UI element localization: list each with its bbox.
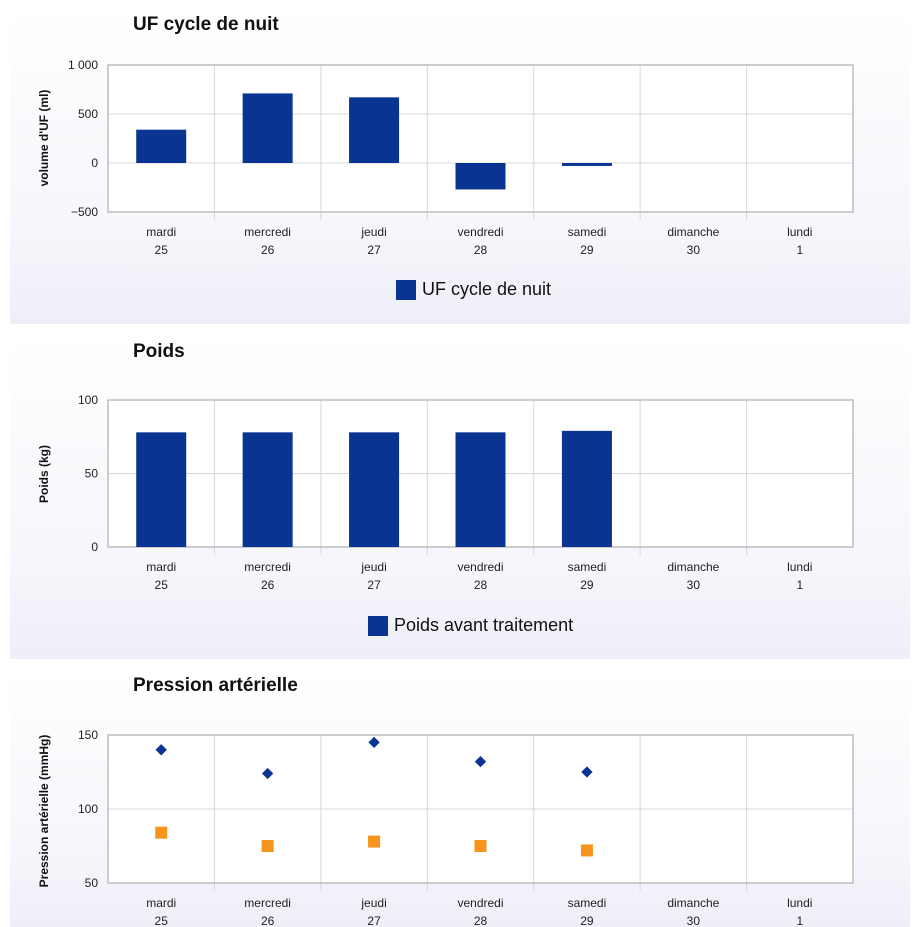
y-tick-label: 0 (91, 540, 98, 554)
y-tick-label: 100 (78, 393, 98, 407)
x-tick-label: 1 (796, 243, 803, 257)
x-tick-label: jeudi (360, 896, 386, 910)
x-tick-label: lundi (787, 896, 812, 910)
pression-chart-title: Pression artérielle (133, 675, 298, 696)
x-tick-label: 25 (155, 243, 169, 257)
y-tick-label: −500 (71, 205, 98, 219)
plot-area (108, 65, 853, 212)
bar (136, 129, 187, 163)
x-tick-label: 28 (474, 578, 488, 592)
x-tick-label: lundi (787, 560, 812, 574)
plot-border (107, 734, 854, 884)
x-tick-label: 26 (261, 578, 275, 592)
x-tick-label: jeudi (360, 560, 386, 574)
x-tick-label: 30 (687, 243, 701, 257)
x-tick-label: samedi (568, 896, 607, 910)
pression-chart: 150 100 50 mardi 25 mercredi 26 jeudi 27 vendredi… (37, 728, 854, 927)
y-tick-label: 100 (78, 802, 98, 816)
uf-chart-title: UF cycle de nuit (133, 14, 279, 35)
x-tick-label: 26 (261, 243, 275, 257)
uf-chart: 1 000 500 0 −500 mardi 25 mercredi 26 jeudi 27 ven… (37, 58, 854, 257)
x-tick-label: vendredi (457, 896, 503, 910)
bar (455, 163, 506, 190)
y-tick-label: 500 (78, 107, 98, 121)
x-tick-label: 26 (261, 914, 275, 927)
y-axis-label: Pression artérielle (mmHg) (37, 735, 51, 888)
x-tick-label: 28 (474, 243, 488, 257)
x-tick-label: 27 (367, 914, 381, 927)
diastolic-point (474, 840, 487, 852)
diastolic-point (368, 835, 381, 848)
bar (455, 432, 506, 547)
x-tick-label: 27 (367, 243, 381, 257)
bar (242, 432, 293, 547)
x-tick-label: mercredi (244, 560, 291, 574)
diastolic-point (261, 840, 274, 852)
poids-legend[interactable]: Poids avant traitement (368, 615, 573, 636)
x-tick-label: dimanche (667, 896, 719, 910)
x-tick-label: lundi (787, 225, 812, 239)
y-axis-label: volume d'UF (ml) (37, 90, 51, 187)
x-tick-label: 30 (687, 578, 701, 592)
x-tick-label: 25 (155, 578, 169, 592)
y-axis-label: Poids (kg) (37, 445, 51, 503)
y-tick-label: 50 (85, 876, 99, 890)
pression-chart-panel: Pression artérielle 150 100 50 mardi 25 mercr… (10, 671, 910, 927)
x-tick-label: 27 (367, 578, 381, 592)
x-tick-label: 1 (796, 914, 803, 927)
bar (349, 97, 400, 163)
diastolic-point (580, 844, 593, 857)
x-tick-label: mercredi (244, 896, 291, 910)
plot-border (107, 64, 854, 213)
y-tick-label: 0 (91, 156, 98, 170)
x-tick-label: 29 (580, 243, 594, 257)
x-tick-label: 25 (155, 914, 169, 927)
uf-legend[interactable]: UF cycle de nuit (396, 279, 551, 300)
y-tick-label: 1 000 (68, 58, 98, 72)
diastolic-point (155, 826, 168, 839)
bar (561, 163, 612, 166)
x-tick-label: mardi (146, 896, 176, 910)
x-tick-label: mardi (146, 560, 176, 574)
x-tick-label: samedi (568, 560, 607, 574)
bar (561, 430, 612, 547)
x-tick-label: vendredi (457, 225, 503, 239)
x-tick-label: mercredi (244, 225, 291, 239)
x-tick-label: mardi (146, 225, 176, 239)
y-tick-label: 150 (78, 728, 98, 742)
bar (136, 432, 187, 547)
poids-legend-swatch (368, 615, 388, 636)
bar (349, 432, 400, 547)
uf-legend-swatch (396, 279, 416, 300)
poids-chart: 100 50 0 mardi 25 mercredi 26 jeudi 27 vendredi 28… (37, 393, 854, 592)
x-tick-label: 28 (474, 914, 488, 927)
x-tick-label: jeudi (360, 225, 386, 239)
x-tick-label: dimanche (667, 225, 719, 239)
poids-legend-label: Poids avant traitement (394, 615, 574, 635)
x-tick-label: 1 (796, 578, 803, 592)
poids-chart-panel: Poids 100 50 0 mardi 25 mercredi 26 jeudi 27 vend… (10, 337, 910, 659)
x-tick-label: 29 (580, 914, 594, 927)
x-tick-label: 30 (687, 914, 701, 927)
uf-chart-panel: UF cycle de nuit 1 000 500 0 −500 mardi 25 mer… (10, 10, 910, 324)
x-tick-label: samedi (568, 225, 607, 239)
x-tick-label: 29 (580, 578, 594, 592)
poids-chart-title: Poids (133, 341, 185, 362)
y-tick-label: 50 (85, 467, 99, 481)
uf-legend-label: UF cycle de nuit (422, 279, 552, 299)
x-tick-label: vendredi (457, 560, 503, 574)
x-tick-label: dimanche (667, 560, 719, 574)
bar (242, 93, 293, 163)
